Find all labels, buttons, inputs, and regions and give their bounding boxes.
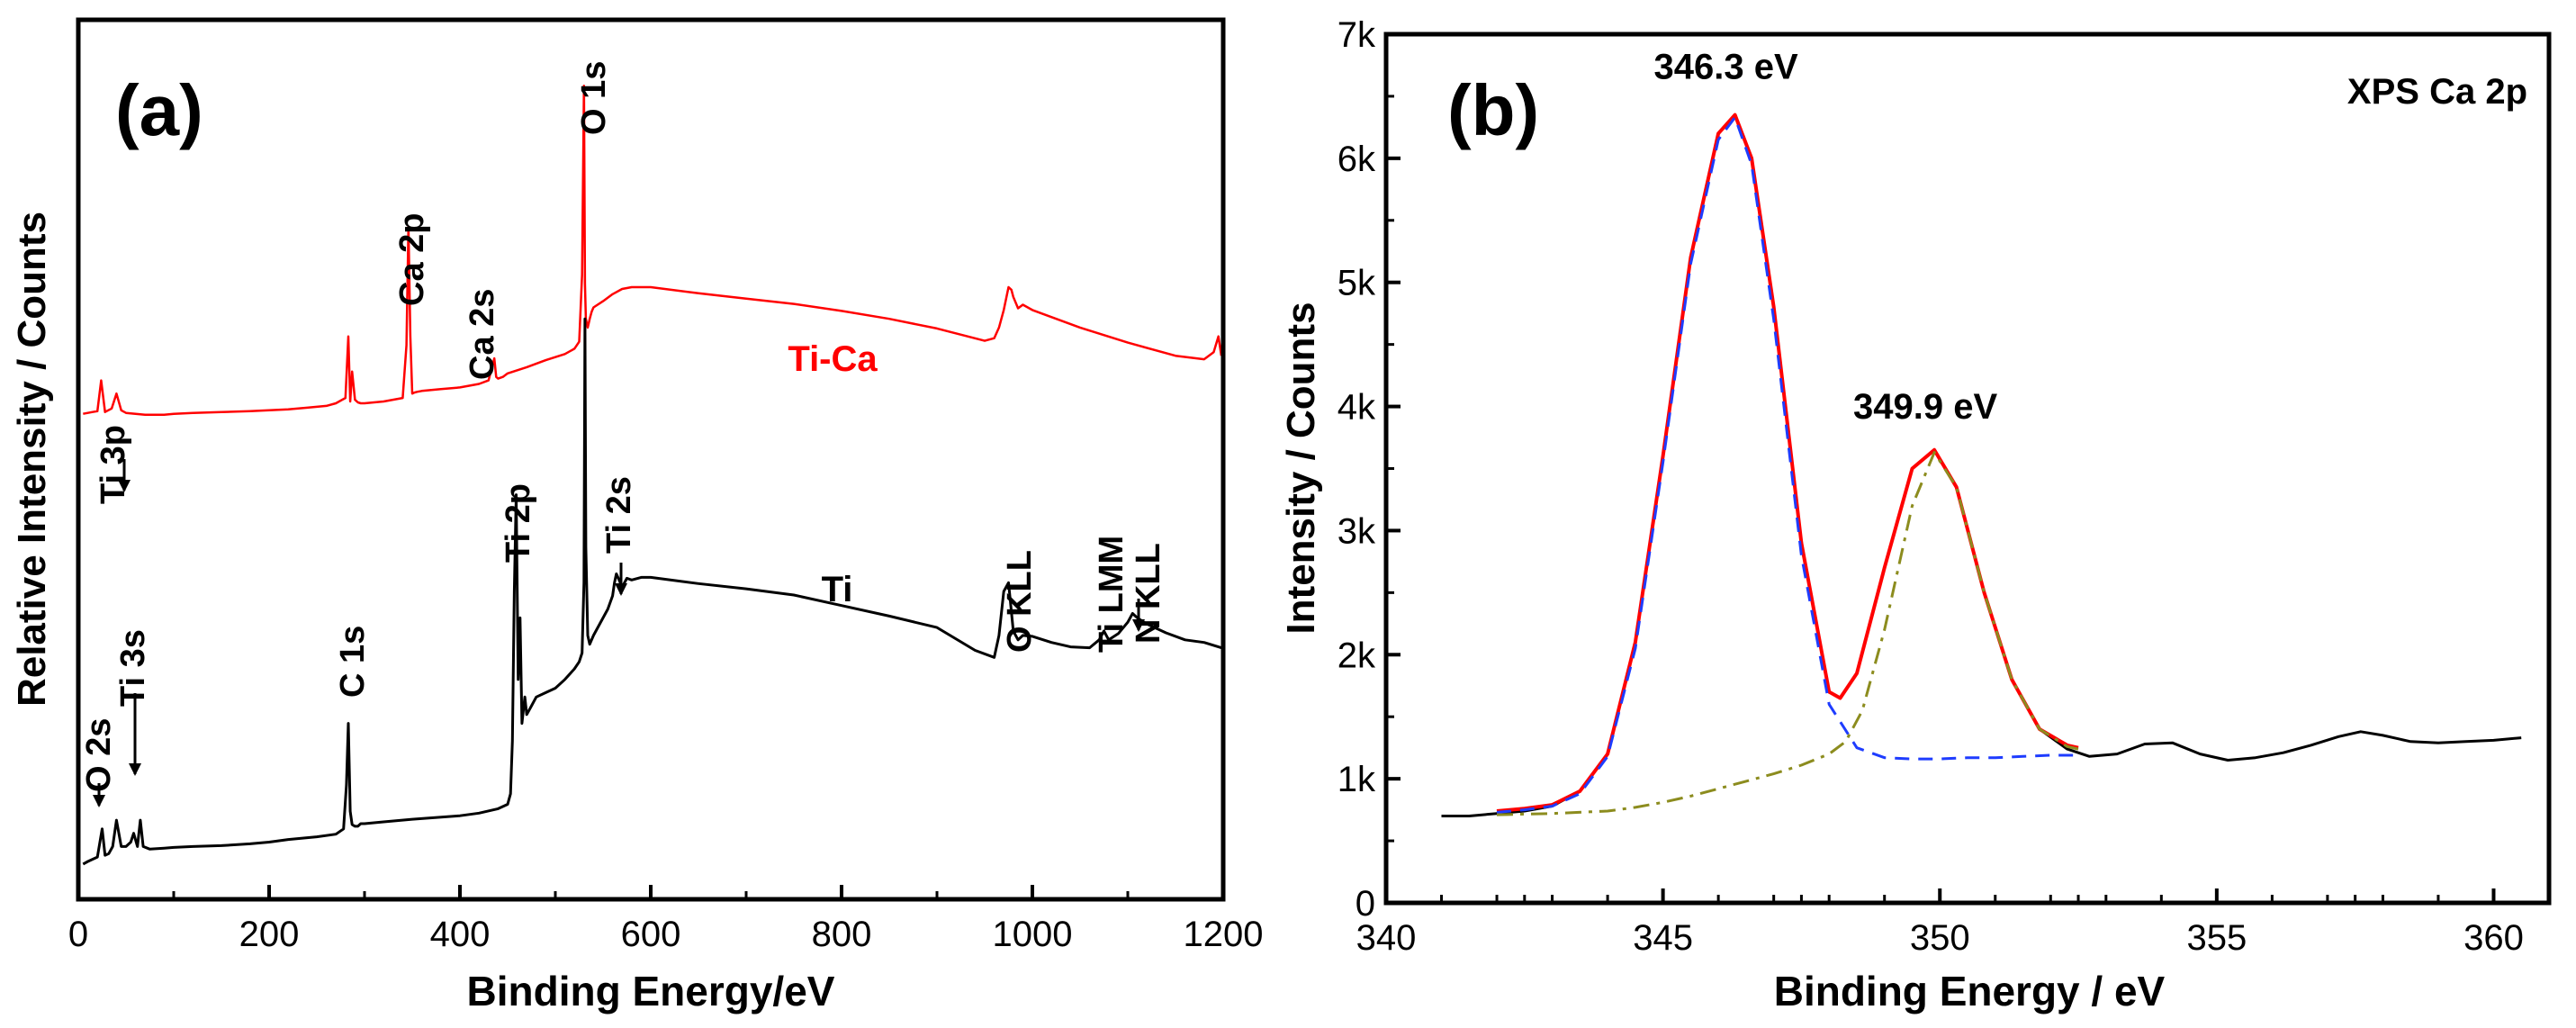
panel-a-x-ticks: 0 200 400 600 800 1000 1200: [68, 885, 1264, 954]
x-tick-label: 355: [2186, 918, 2247, 958]
y-tick-label: 7k: [1338, 15, 1376, 55]
y-tick-label: 3k: [1338, 511, 1376, 551]
panel-a-series-layer: [82, 85, 1223, 866]
y-tick-label: 0: [1356, 884, 1375, 924]
x-tick-label: 340: [1356, 918, 1417, 958]
panel-b-x-axis-label: Binding Energy / eV: [1774, 968, 2166, 1014]
x-tick-label: 400: [430, 915, 491, 954]
x-tick-label: 1200: [1184, 915, 1264, 954]
peak-arrow-head: [1132, 619, 1145, 632]
series-line-fit-envelope: [1496, 113, 2079, 813]
peak-label-ti-2s: Ti 2s: [600, 476, 638, 554]
series-line-ca-2p1-2-component: [1496, 451, 2079, 816]
y-tick-label: 6k: [1338, 140, 1376, 179]
panel-b-axis-ticks: 340 345 350 355 360 0 1k 2k 3k 4k 5k 6k 7k: [1338, 15, 2551, 958]
x-tick-label: 1000: [993, 915, 1073, 954]
panel-b-peak-annotations: 346.3 eV 349.9 eV: [1654, 48, 1998, 427]
peak-arrow-head: [118, 480, 131, 492]
panel-b-plot-frame: [1383, 32, 2552, 906]
peak-label-ti-3s: Ti 3s: [114, 629, 152, 707]
x-tick-label: 200: [239, 915, 300, 954]
panel-a-label: (a): [115, 70, 203, 150]
x-tick-label: 350: [1910, 918, 1970, 958]
panel-b-y-axis-label: Intensity / Counts: [1279, 302, 1323, 634]
peak-label-o-1s: O 1s: [575, 61, 613, 135]
panel-b-series-layer: [1441, 113, 2522, 817]
peak-position-label-1: 346.3 eV: [1654, 48, 1798, 87]
panel-a-plot-frame: [76, 17, 1226, 902]
y-tick-label: 5k: [1338, 264, 1376, 303]
peak-label-ca-2p: Ca 2p: [393, 213, 431, 306]
peak-label-c-1s: C 1s: [334, 626, 372, 698]
x-tick-label: 0: [68, 915, 88, 954]
panel-a-peak-annotations: Ti 3p Ca 2p Ca 2s O 1s O 2s Ti 3s C 1s Ti 2p Ti …: [80, 61, 1167, 807]
panel-b-title: XPS Ca 2p: [2347, 72, 2527, 112]
series-line-ca-2p3-2-component: [1496, 115, 2078, 814]
series-line-ti: [82, 317, 1222, 866]
y-tick-label: 4k: [1338, 388, 1376, 428]
panel-a-y-axis-label: Relative Intensity / Counts: [10, 212, 54, 707]
series-line-raw-spectrum: [1441, 113, 2522, 817]
peak-arrow-head: [615, 583, 627, 596]
peak-label-n-kll: N KLL: [1130, 543, 1167, 644]
series-label-ti: Ti: [822, 570, 853, 609]
x-tick-label: 360: [2463, 918, 2524, 958]
peak-position-label-2: 349.9 eV: [1853, 387, 1997, 427]
series-line-ti-ca: [83, 85, 1223, 416]
x-tick-label: 600: [621, 915, 681, 954]
peak-arrow-head: [93, 795, 105, 807]
panel-a-x-axis-label: Binding Energy/eV: [467, 968, 835, 1014]
y-tick-label: 1k: [1338, 760, 1376, 799]
peak-label-ti-3p: Ti 3p: [95, 425, 132, 504]
x-tick-label: 800: [812, 915, 872, 954]
panel-b-label: (b): [1447, 70, 1539, 150]
panel-a-survey-spectrum: Ti 3p Ca 2p Ca 2s O 1s O 2s Ti 3s C 1s Ti 2p Ti …: [10, 17, 1264, 1014]
peak-label-ti-2p: Ti 2p: [500, 483, 537, 563]
peak-arrow-head: [129, 763, 141, 776]
series-label-ti-ca: Ti-Ca: [788, 339, 878, 379]
peak-label-o-2s: O 2s: [80, 718, 118, 792]
y-tick-label: 2k: [1338, 636, 1376, 675]
x-tick-label: 345: [1633, 918, 1693, 958]
peak-label-ca-2s: Ca 2s: [464, 289, 501, 380]
peak-label-ti-lmm: Ti LMM: [1093, 536, 1130, 653]
peak-label-o-kll: O KLL: [1001, 550, 1039, 653]
